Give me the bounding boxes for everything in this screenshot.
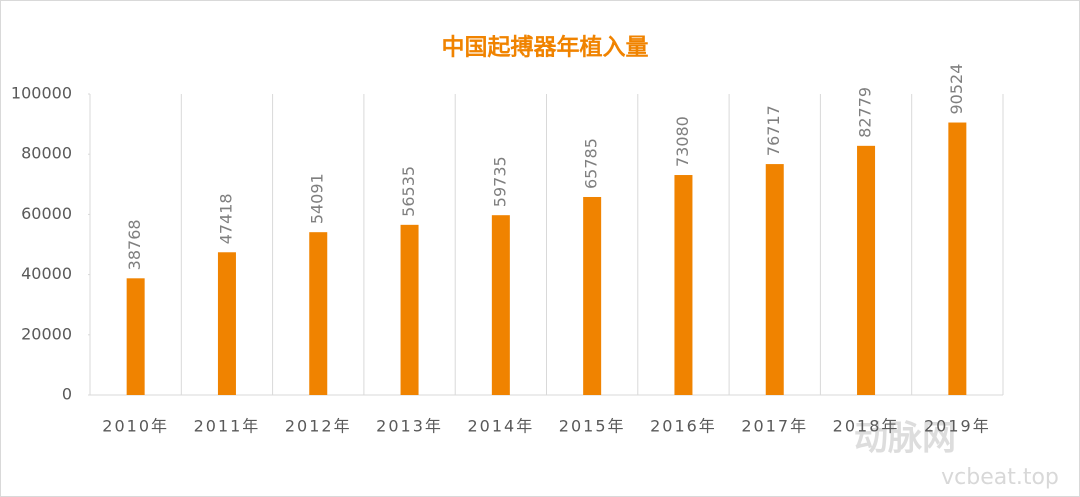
y-tick-label: 0 [62, 385, 72, 404]
value-label: 82779 [856, 87, 875, 138]
y-tick-label: 100000 [11, 84, 72, 103]
bar [765, 164, 784, 395]
y-tick-label: 80000 [21, 144, 72, 163]
value-label: 56535 [399, 166, 418, 217]
x-tick-label: 2019年 [924, 417, 991, 436]
bar [126, 278, 145, 395]
y-tick-label: 20000 [21, 324, 72, 343]
bar [857, 145, 876, 395]
x-tick-label: 2015年 [559, 417, 626, 436]
bar [217, 252, 236, 395]
value-label: 90524 [947, 64, 966, 115]
x-tick-label: 2010年 [102, 417, 169, 436]
y-tick-label: 40000 [21, 264, 72, 283]
value-label: 65785 [582, 138, 601, 189]
bar [491, 215, 510, 395]
bar [948, 122, 967, 395]
x-tick-label: 2012年 [285, 417, 352, 436]
x-tick-label: 2017年 [741, 417, 808, 436]
chart-title: 中国起搏器年植入量 [442, 34, 649, 61]
x-tick-label: 2016年 [650, 417, 717, 436]
watermark: 动脉网 [854, 419, 956, 459]
value-label: 76717 [764, 105, 783, 156]
value-label: 73080 [673, 116, 692, 167]
value-label: 59735 [490, 156, 509, 207]
bar [309, 232, 328, 395]
y-tick-label: 60000 [21, 204, 72, 223]
bar [674, 175, 693, 395]
value-label: 47418 [216, 193, 235, 244]
watermark: vcbeat.top [941, 465, 1059, 490]
value-label: 54091 [308, 173, 327, 224]
x-tick-label: 2011年 [194, 417, 261, 436]
x-tick-label: 2013年 [376, 417, 443, 436]
bar [400, 224, 419, 395]
bar [583, 196, 602, 395]
value-label: 38768 [125, 219, 144, 270]
x-tick-label: 2014年 [467, 417, 534, 436]
x-tick-label: 2018年 [833, 417, 900, 436]
